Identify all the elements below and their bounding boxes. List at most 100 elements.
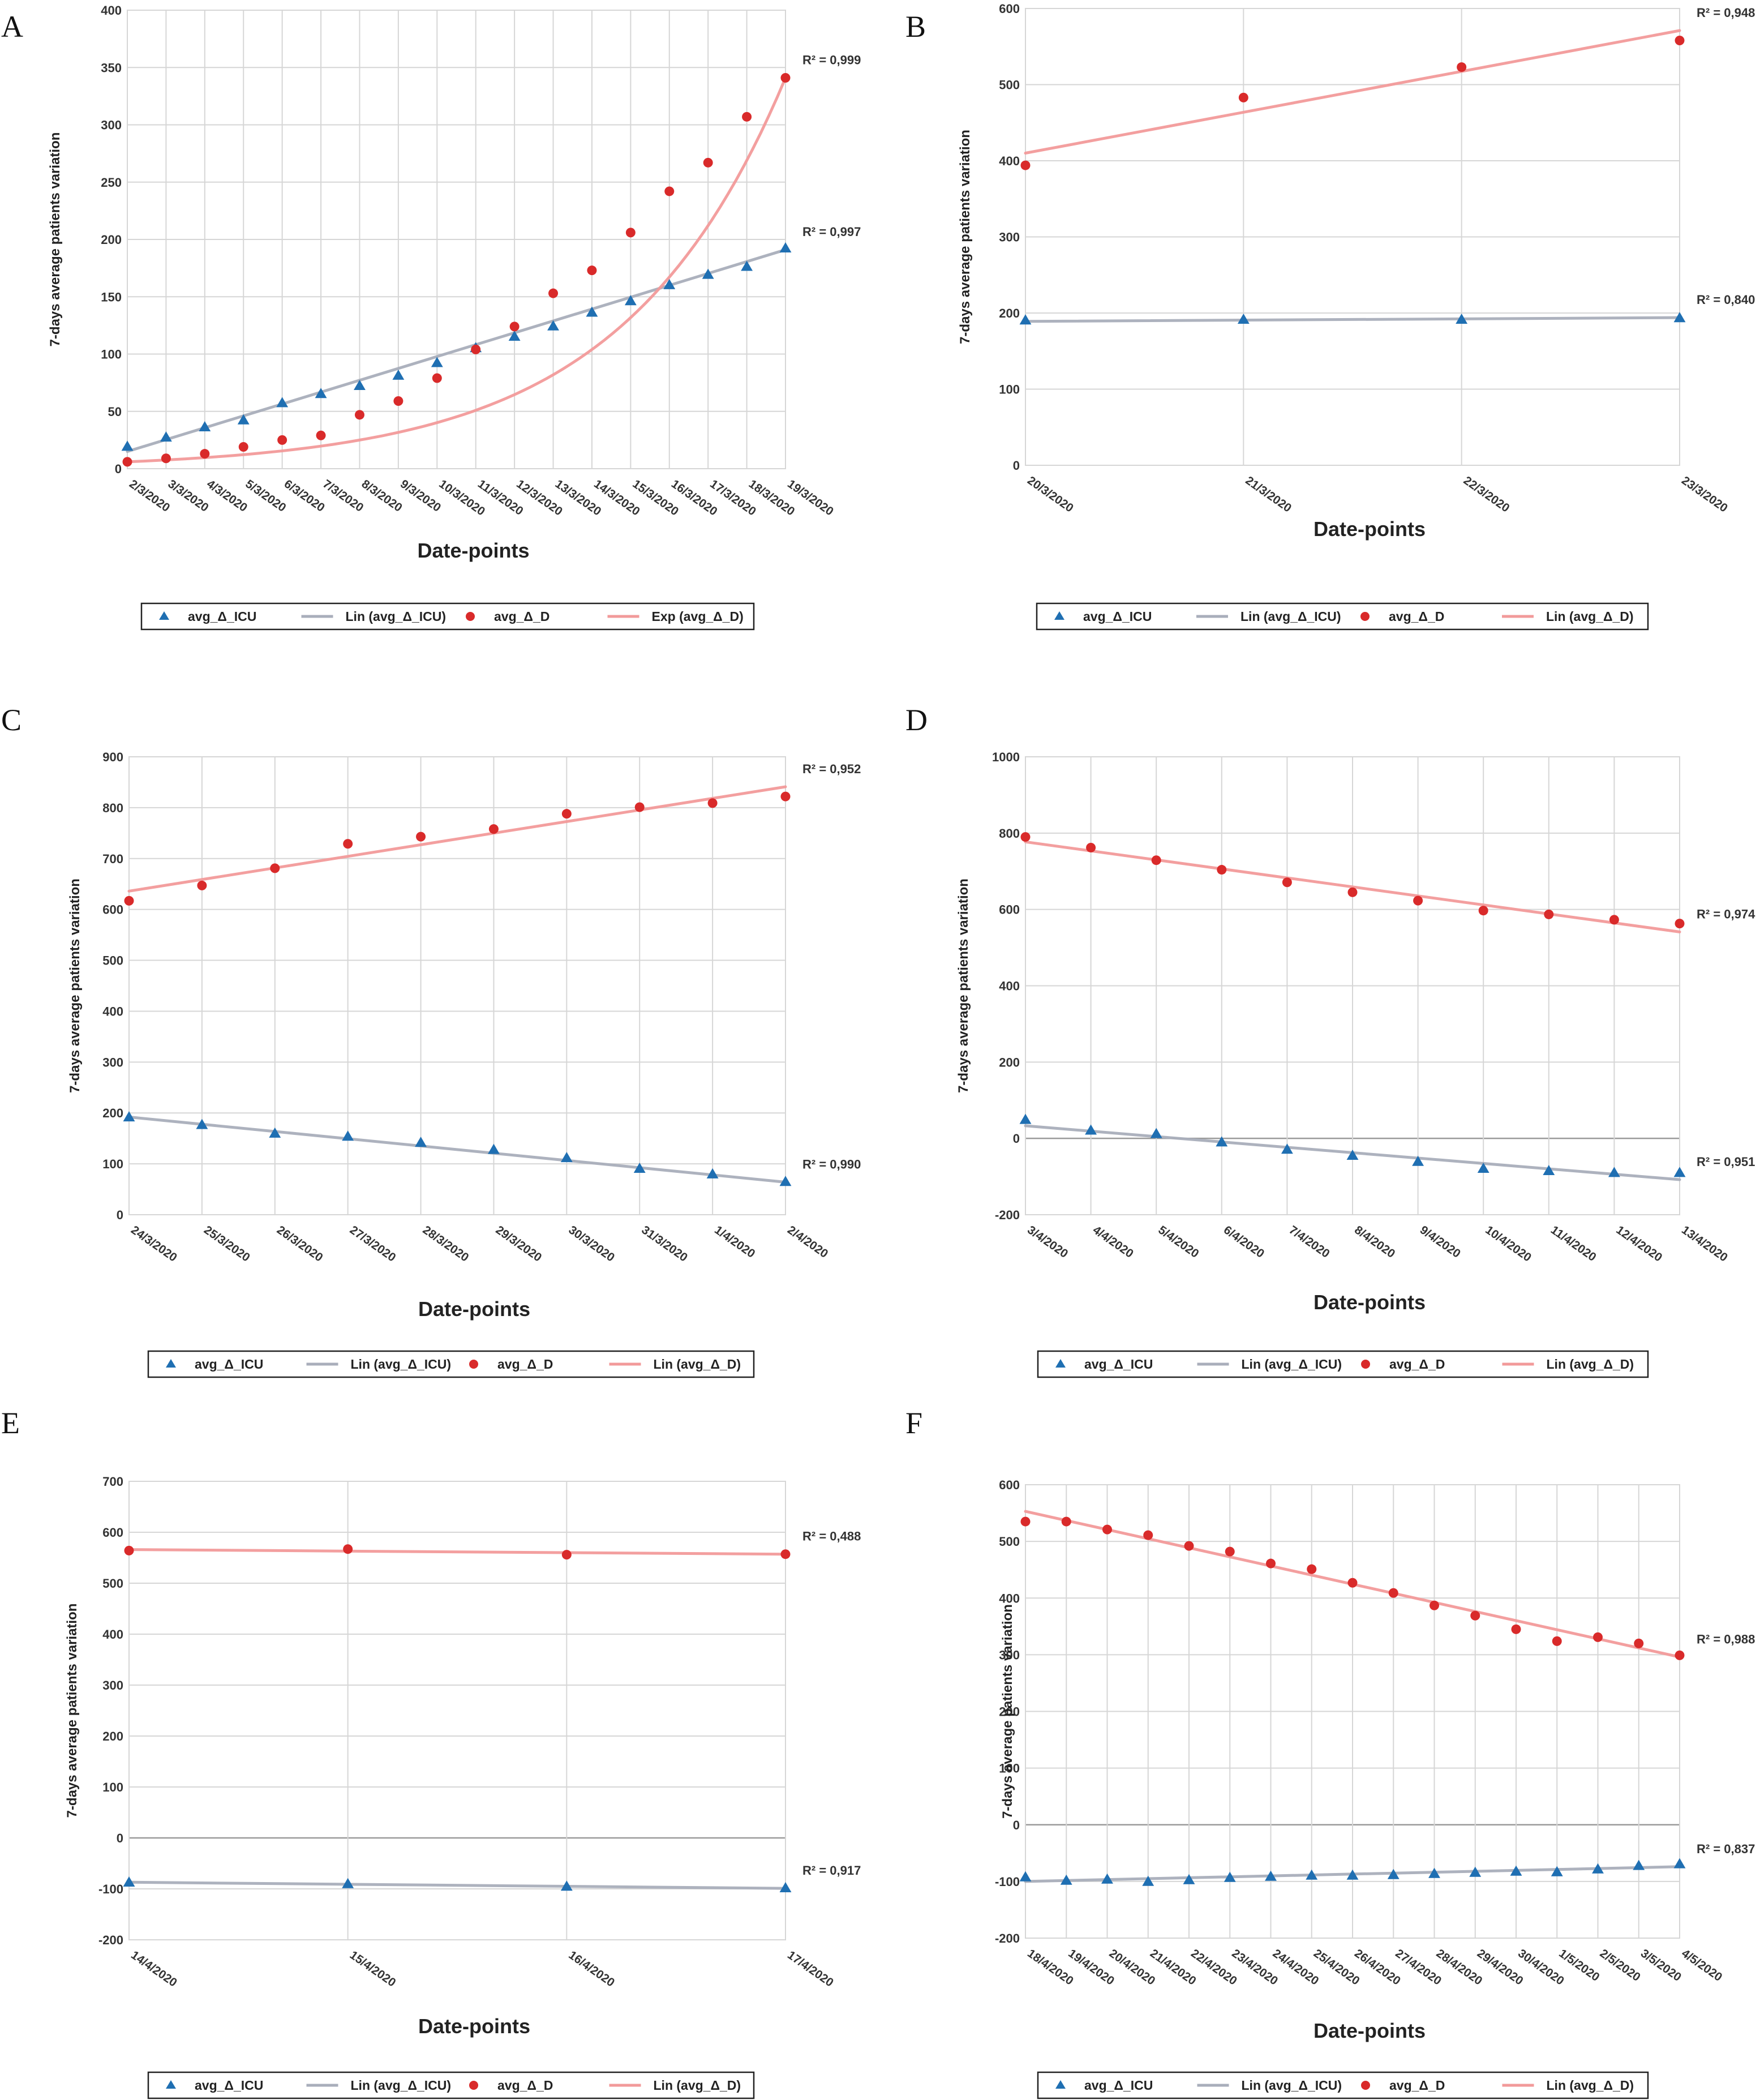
y-tick-label: 400	[102, 1004, 123, 1018]
icu-data-point	[1265, 1870, 1277, 1881]
legend: avg_Δ_ICU Lin (avg_Δ_ICU) avg_Δ_D Lin (avg_…	[1037, 1350, 1649, 1378]
d-data-point	[1457, 62, 1467, 72]
icu-data-point	[1469, 1866, 1482, 1877]
legend-box	[147, 2071, 755, 2099]
r-squared-label: R² = 0,840	[1697, 293, 1755, 307]
x-tick-label: 21/4/2020	[1148, 1947, 1199, 1987]
y-tick-label: 300	[102, 1055, 123, 1069]
icu-data-point	[779, 242, 792, 253]
icu-data-point	[1224, 1871, 1236, 1882]
plot-area	[128, 1481, 786, 1940]
d-data-point	[1020, 832, 1031, 842]
icu-data-point	[123, 1876, 135, 1887]
x-tick-label: 9/3/2020	[398, 477, 443, 515]
icu-data-point	[741, 260, 753, 271]
x-tick-label: 4/5/2020	[1679, 1947, 1724, 1984]
legend-entry-label: Lin (avg_Δ_ICU)	[1242, 1357, 1342, 1372]
legend-entry-label: Lin (avg_Δ_D)	[1547, 2078, 1634, 2093]
x-tick-label: 28/4/2020	[1434, 1947, 1485, 1987]
legend-d-marker-icon	[1360, 612, 1370, 621]
d-data-point	[1102, 1524, 1112, 1535]
x-tick-label: 6/3/2020	[282, 477, 327, 515]
panel-letter: D	[905, 703, 928, 737]
y-tick-label: -200	[995, 1208, 1020, 1222]
legend-entry-label: avg_Δ_ICU	[195, 1357, 263, 1372]
d-data-point	[1675, 35, 1685, 45]
y-axis-label: 7-days average patients variation	[65, 1604, 80, 1818]
legend-entry-label: Lin (avg_Δ_D)	[1547, 1357, 1634, 1372]
icu-data-point	[1019, 1113, 1032, 1124]
legend-entry-label: avg_Δ_D	[1389, 2078, 1445, 2093]
d-data-point	[432, 373, 442, 383]
d-data-point	[122, 457, 132, 467]
x-axis-label: Date-points	[1313, 1291, 1426, 1314]
legend-entry-label: avg_Δ_ICU	[188, 609, 256, 624]
d-data-point	[1593, 1632, 1603, 1642]
icu-data-point	[508, 330, 521, 341]
y-tick-label: 800	[102, 801, 123, 815]
icu-data-point	[1608, 1167, 1620, 1177]
d-data-point	[1307, 1564, 1317, 1574]
d-data-point	[1225, 1546, 1235, 1557]
icu-data-point	[354, 380, 366, 391]
x-tick-label: 23/3/2020	[1679, 474, 1730, 515]
x-axis-label: Date-points	[418, 2015, 530, 2038]
legend-box	[1037, 2071, 1649, 2099]
icu-data-point	[779, 1882, 792, 1892]
legend-entry-label: Lin (avg_Δ_D)	[654, 1357, 741, 1372]
d-data-point	[703, 157, 713, 168]
trendline-d	[127, 785, 787, 893]
d-data-point	[1413, 895, 1423, 906]
d-data-point	[416, 832, 426, 842]
y-tick-label: 200	[102, 1729, 123, 1743]
x-tick-label: 15/4/2020	[347, 1948, 398, 1989]
x-tick-label: 1/4/2020	[712, 1223, 757, 1261]
x-tick-label: 28/3/2020	[420, 1223, 471, 1264]
icu-data-point	[160, 431, 172, 442]
panel-letter: C	[1, 703, 22, 737]
icu-data-point	[1019, 314, 1032, 325]
x-tick-label: 2/4/2020	[785, 1223, 830, 1261]
y-tick-label: 350	[101, 61, 122, 75]
d-data-point	[742, 112, 752, 122]
icu-data-point	[1673, 1858, 1686, 1868]
x-tick-label: 23/4/2020	[1229, 1947, 1280, 1987]
d-data-point	[488, 824, 499, 834]
d-data-point	[238, 442, 248, 452]
d-data-point	[1609, 915, 1619, 925]
x-tick-label: 6/4/2020	[1221, 1223, 1267, 1261]
y-tick-label: 0	[1013, 1818, 1020, 1832]
plot-area	[128, 756, 786, 1215]
y-tick-label: 100	[102, 1780, 123, 1794]
legend-icu-marker-icon	[1055, 2080, 1066, 2089]
r-squared-label: R² = 0,952	[802, 762, 861, 776]
icu-data-point	[633, 1162, 646, 1173]
y-tick-label: 900	[102, 750, 123, 764]
y-tick-label: 500	[999, 1535, 1020, 1549]
y-tick-label: 150	[101, 290, 122, 304]
x-axis-label: Date-points	[1313, 517, 1426, 541]
y-tick-label: 100	[101, 348, 122, 362]
y-tick-label: 0	[1013, 458, 1020, 473]
icu-data-point	[1551, 1866, 1563, 1876]
d-data-point	[316, 430, 326, 440]
legend-entry-label: avg_Δ_ICU	[1084, 1357, 1153, 1372]
d-data-point	[277, 435, 287, 445]
d-data-point	[1282, 877, 1292, 888]
x-tick-label: 18/4/2020	[1025, 1947, 1076, 1987]
x-tick-label: 19/4/2020	[1066, 1947, 1117, 1987]
legend: avg_Δ_ICU Lin (avg_Δ_ICU) avg_Δ_D Exp (avg_…	[140, 602, 755, 631]
y-tick-label: 100	[999, 1762, 1020, 1776]
legend-d-marker-icon	[469, 2081, 478, 2090]
icu-data-point	[1346, 1869, 1359, 1880]
y-tick-label: 100	[999, 383, 1020, 397]
x-tick-label: 21/3/2020	[1243, 474, 1294, 515]
x-tick-label: 26/4/2020	[1352, 1947, 1403, 1987]
icu-data-point	[1673, 312, 1686, 323]
legend-entry-label: avg_Δ_D	[497, 1357, 553, 1372]
x-tick-label: 30/3/2020	[566, 1223, 617, 1264]
y-tick-label: 500	[102, 954, 123, 968]
icu-data-point	[342, 1878, 354, 1888]
trendline-icu	[1024, 316, 1681, 323]
